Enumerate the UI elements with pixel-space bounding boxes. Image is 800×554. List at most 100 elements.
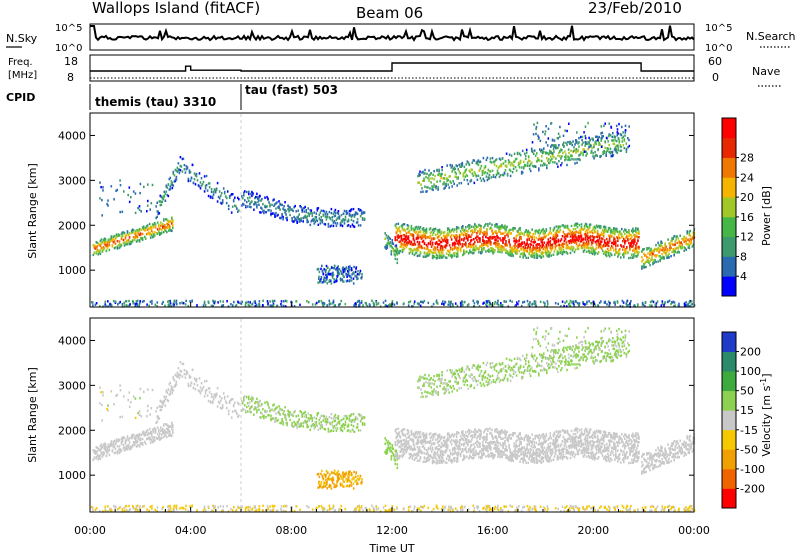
power-echo-cell — [321, 281, 323, 284]
power-echo-cell — [105, 249, 108, 253]
power-echo-cell — [563, 233, 566, 236]
power-echo-cell — [321, 221, 324, 224]
velocity-echo-cell — [133, 437, 136, 440]
power-echo-cell — [169, 225, 171, 228]
power-echo-cell — [438, 254, 441, 257]
velocity-echo-cell — [112, 446, 115, 449]
velocity-echo-cell — [214, 396, 217, 399]
power-echo-cell — [568, 158, 570, 161]
power-echo-cell — [134, 231, 137, 235]
power-echo-cell — [549, 236, 552, 240]
power-echo-cell — [214, 191, 217, 194]
power-echo-cell — [520, 242, 522, 246]
power-echo-cell — [492, 175, 495, 178]
velocity-echo-cell — [139, 441, 142, 445]
velocity-echo-cell — [159, 405, 162, 408]
velocity-echo-cell — [192, 386, 195, 389]
power-echo-cell — [553, 139, 556, 142]
velocity-echo-cell — [158, 405, 161, 408]
power-echo-cell — [477, 300, 479, 304]
power-echo-cell — [471, 161, 474, 164]
power-echo-cell — [571, 158, 573, 161]
power-echo-cell — [630, 244, 632, 247]
power-echo-cell — [683, 240, 685, 244]
power-echo-cell — [144, 237, 147, 240]
power-echo-cell — [298, 217, 300, 221]
power-echo-cell — [184, 171, 187, 174]
power-echo-cell — [520, 244, 522, 247]
power-echo-cell — [183, 168, 186, 171]
power-echo-cell — [106, 202, 108, 206]
power-echo-cell — [537, 157, 539, 160]
power-echo-cell — [279, 216, 281, 220]
power-echo-cell — [425, 252, 428, 255]
power-echo-cell — [356, 275, 358, 279]
power-echo-cell — [650, 251, 652, 254]
power-echo-cell — [404, 244, 407, 247]
power-echo-cell — [204, 184, 207, 188]
power-echo-cell — [539, 139, 542, 143]
power-echo-cell — [543, 147, 545, 150]
velocity-echo-cell — [167, 431, 169, 435]
power-echo-cell — [347, 270, 349, 273]
power-echo-cell — [449, 175, 451, 178]
power-echo-cell — [542, 301, 545, 304]
power-echo-cell — [530, 147, 533, 150]
power-echo-cell — [617, 236, 619, 240]
power-echo-cell — [649, 260, 651, 263]
power-echo-cell — [291, 217, 293, 220]
power-echo-cell — [131, 228, 134, 231]
velocity-echo-cell — [168, 425, 170, 429]
power-echo-cell — [649, 249, 651, 253]
power-echo-cell — [353, 265, 355, 269]
power-echo-cell — [180, 165, 183, 168]
power-echo-cell — [237, 196, 239, 200]
power-echo-cell — [565, 157, 567, 161]
power-echo-cell — [185, 165, 188, 168]
power-echo-cell — [301, 210, 303, 213]
power-echo-cell — [490, 243, 492, 246]
power-echo-cell — [568, 246, 571, 250]
power-echo-cell — [520, 166, 523, 169]
velocity-echo-cell — [183, 368, 186, 372]
power-echo-cell — [506, 250, 508, 253]
power-echo-cell — [298, 220, 300, 223]
power-echo-cell — [552, 148, 555, 151]
freq-label-bottom: [MHz] — [8, 70, 37, 81]
power-echo-cell — [299, 218, 301, 221]
power-echo-cell — [458, 235, 461, 239]
velocity-echo-cell — [125, 439, 128, 442]
velocity-echo-cell — [153, 436, 156, 439]
power-echo-cell — [490, 235, 492, 238]
power-echo-cell — [605, 151, 607, 154]
power-echo-cell — [429, 187, 431, 190]
power-echo-cell — [568, 302, 571, 305]
power-echo-cell — [561, 162, 563, 165]
power-echo-cell — [280, 304, 283, 307]
power-echo-cell — [164, 192, 167, 196]
power-echo-cell — [418, 302, 420, 305]
velocity-echo-cell — [156, 415, 158, 418]
power-echo-cell — [232, 198, 235, 202]
power-echo-cell — [496, 225, 498, 229]
velocity-echo-cell — [119, 448, 122, 451]
velocity-echo-cell — [242, 407, 244, 411]
power-echo-cell — [544, 236, 547, 239]
power-echo-cell — [441, 256, 444, 259]
power-echo-cell — [488, 303, 491, 306]
power-echo-cell — [555, 157, 557, 160]
power-echo-cell — [503, 226, 505, 229]
power-echo-cell — [439, 248, 442, 252]
power-echo-cell — [149, 208, 151, 211]
power-echo-cell — [102, 239, 105, 242]
power-echo-cell — [182, 302, 185, 305]
power-echo-cell — [454, 167, 456, 170]
power-echo-cell — [426, 254, 429, 257]
power-echo-cell — [622, 301, 625, 304]
power-echo-cell — [546, 249, 549, 252]
power-echo-cell — [542, 164, 544, 167]
power-echo-cell — [418, 230, 421, 233]
velocity-echo-cell — [104, 448, 107, 452]
power-echo-cell — [406, 224, 409, 227]
power-echo-cell — [437, 302, 439, 305]
